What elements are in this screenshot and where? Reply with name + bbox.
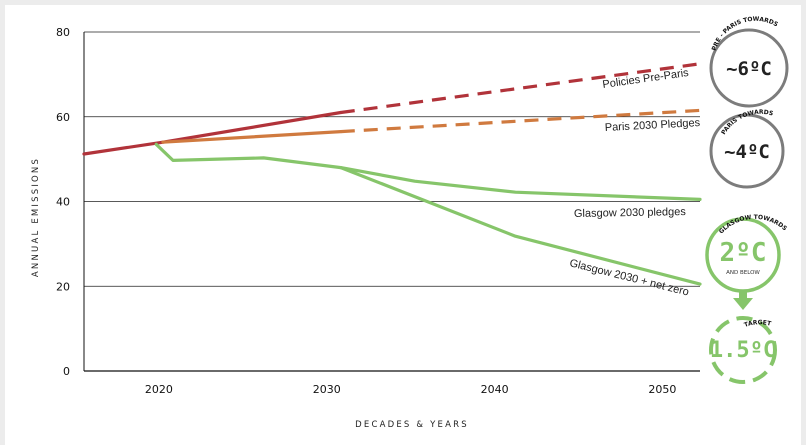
series-projection-0 (340, 62, 701, 115)
badge-value: 1.5ºC (710, 338, 776, 363)
x-tick-label-2040: 2040 (481, 383, 509, 396)
series-line-1 (161, 129, 343, 144)
badge-value: 2ºC (720, 238, 767, 268)
y-tick-label-40: 40 (56, 196, 70, 209)
badge-sub: AND BELOW (726, 270, 760, 276)
x-tick-label-2050: 2050 (648, 383, 676, 396)
badge-ring (709, 316, 777, 384)
y-tick-label-80: 80 (56, 26, 70, 39)
badge-ring (705, 217, 781, 293)
temperature-badge-3: 1.5ºC TARGET (709, 316, 777, 384)
badge-value: ~4ºC (724, 141, 770, 163)
badge-ring (709, 113, 785, 189)
badge-arc-text: TARGET (743, 319, 772, 329)
y-tick-label-60: 60 (56, 111, 70, 124)
y-axis-title: ANNUAL EMISSIONS (31, 157, 41, 277)
emissions-chart: 0 20 40 60 80 2020 2030 2040 2050 ANNUAL EMISSION… (5, 5, 801, 445)
badge-ring (709, 28, 789, 108)
series-line-3 (339, 166, 702, 286)
series-label-1: Paris 2030 Pledges (605, 117, 701, 134)
x-tick-label-2030: 2030 (313, 383, 341, 396)
arrow-shaft (739, 292, 747, 299)
badge-arc-label: TARGET (743, 319, 772, 329)
badge-value: ~6ºC (726, 58, 772, 80)
series-projection-1 (340, 108, 701, 134)
x-axis-title: DECADES & YEARS (355, 420, 469, 430)
series-label-2: Glasgow 2030 pledges (574, 206, 687, 220)
y-tick-label-0: 0 (63, 365, 70, 378)
x-tick-label-2020: 2020 (145, 383, 173, 396)
y-tick-label-20: 20 (56, 280, 70, 293)
arrow-down-icon (733, 298, 753, 310)
series-line-2 (154, 142, 702, 201)
